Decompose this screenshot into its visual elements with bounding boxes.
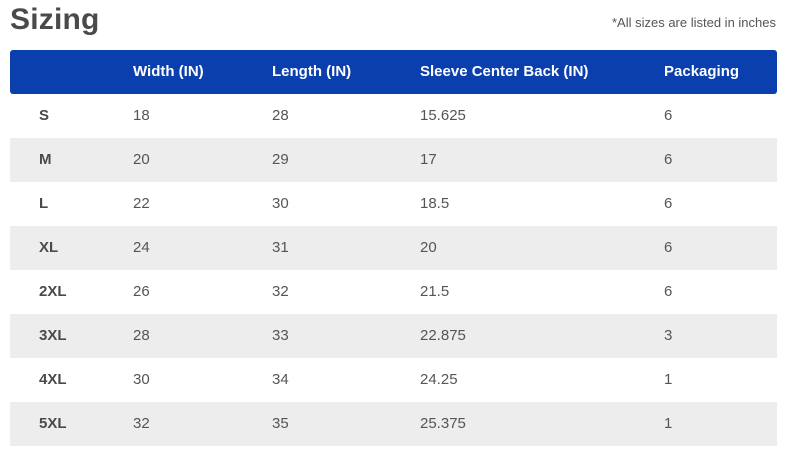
size-cell: 4XL [39,371,67,388]
table-row: 3XL 28 33 22.875 3 [10,314,777,358]
table-row: 2XL 26 32 21.5 6 [10,270,777,314]
sizes-note: *All sizes are listed in inches [611,15,776,30]
header-length: Length (IN) [272,63,352,80]
width-cell: 24 [133,239,150,256]
width-cell: 32 [133,415,150,432]
table-row: 4XL 30 34 24.25 1 [10,358,777,402]
page-title: Sizing [10,3,100,36]
sleeve-cell: 20 [420,239,437,256]
table-row: M 20 29 17 6 [10,138,777,182]
size-cell: 2XL [39,283,67,300]
packaging-cell: 1 [664,415,673,432]
header-packaging: Packaging [664,63,740,80]
packaging-cell: 1 [664,371,673,388]
packaging-cell: 6 [664,195,673,212]
table-row: S 18 28 15.625 6 [10,94,777,138]
sleeve-cell: 18.5 [420,195,450,212]
length-cell: 33 [272,327,289,344]
length-cell: 28 [272,107,289,124]
packaging-cell: 6 [664,283,673,300]
width-cell: 18 [133,107,150,124]
table-header: Width (IN) Length (IN) Sleeve Center Bac… [10,50,777,94]
packaging-cell: 6 [664,239,673,256]
length-cell: 34 [272,371,289,388]
size-cell: 3XL [39,327,67,344]
sleeve-cell: 24.25 [420,371,458,388]
header-width: Width (IN) [133,63,204,80]
table-row: XL 24 31 20 6 [10,226,777,270]
width-cell: 30 [133,371,150,388]
header-sleeve: Sleeve Center Back (IN) [420,63,589,80]
size-cell: S [39,107,50,124]
size-cell: L [39,195,49,212]
sizing-table: Width (IN) Length (IN) Sleeve Center Bac… [10,50,777,446]
sleeve-cell: 22.875 [420,327,466,344]
table-row: L 22 30 18.5 6 [10,182,777,226]
size-cell: M [39,151,52,168]
width-cell: 20 [133,151,150,168]
length-cell: 31 [272,239,289,256]
width-cell: 26 [133,283,150,300]
size-cell: XL [39,239,59,256]
width-cell: 22 [133,195,150,212]
length-cell: 32 [272,283,289,300]
width-cell: 28 [133,327,150,344]
length-cell: 35 [272,415,289,432]
length-cell: 29 [272,151,289,168]
table-row: 5XL 32 35 25.375 1 [10,402,777,446]
packaging-cell: 6 [664,151,673,168]
size-cell: 5XL [39,415,67,432]
sleeve-cell: 15.625 [420,107,466,124]
length-cell: 30 [272,195,289,212]
sleeve-cell: 21.5 [420,283,450,300]
sleeve-cell: 17 [420,151,437,168]
sleeve-cell: 25.375 [420,415,466,432]
packaging-cell: 6 [664,107,673,124]
packaging-cell: 3 [664,327,673,344]
